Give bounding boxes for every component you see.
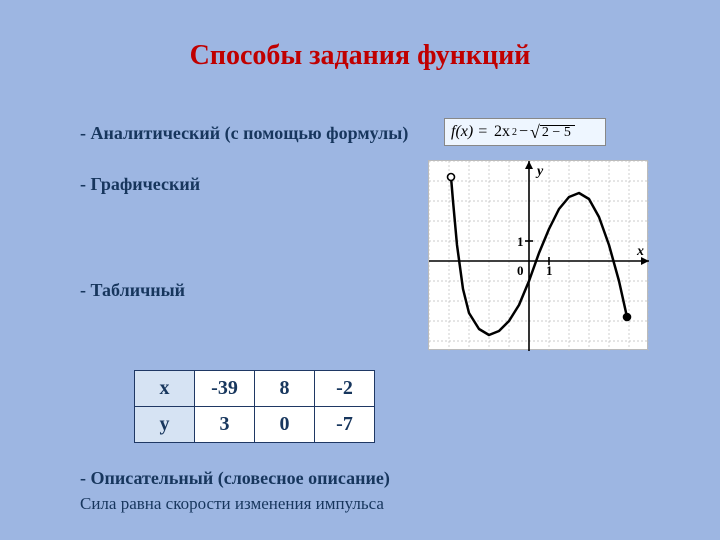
table-row: x -39 8 -2 — [135, 371, 375, 407]
chart-svg: x y 0 1 1 — [429, 161, 649, 351]
value-table: x -39 8 -2 y 3 0 -7 — [134, 370, 375, 443]
svg-text:1: 1 — [517, 234, 524, 249]
table-cell: -2 — [315, 371, 375, 407]
sqrt-icon: √2 − 5 — [530, 122, 575, 143]
page-title: Способы задания функций — [0, 40, 720, 72]
table-cell: 0 — [255, 407, 315, 443]
formula-minus: − — [519, 123, 528, 141]
table-row: y 3 0 -7 — [135, 407, 375, 443]
svg-text:1: 1 — [546, 263, 553, 278]
table-cell: -7 — [315, 407, 375, 443]
table-cell-y-label: y — [135, 407, 195, 443]
table-cell-x-label: x — [135, 371, 195, 407]
svg-text:y: y — [535, 164, 544, 179]
formula-sqrt-content: 2 − 5 — [540, 125, 575, 140]
item-descriptive: - Описательный (словесное описание) — [80, 468, 390, 489]
item-descriptive-example: Сила равна скорости изменения импульса — [80, 494, 384, 514]
formula-term1: 2x — [494, 123, 510, 141]
item-tabular: - Табличный — [80, 280, 185, 301]
formula-box: f(x) = 2x2 − √2 − 5 — [444, 118, 606, 146]
formula-exp1: 2 — [512, 127, 517, 138]
table-cell: 8 — [255, 371, 315, 407]
item-analytic: - Аналитический (с помощью формулы) — [80, 123, 408, 144]
item-graphic: - Графический — [80, 174, 200, 195]
table-cell: 3 — [195, 407, 255, 443]
svg-text:0: 0 — [517, 263, 524, 278]
formula-lhs: f(x) = — [451, 123, 488, 141]
svg-text:x: x — [636, 244, 644, 259]
function-graph: x y 0 1 1 — [428, 160, 648, 350]
table-cell: -39 — [195, 371, 255, 407]
